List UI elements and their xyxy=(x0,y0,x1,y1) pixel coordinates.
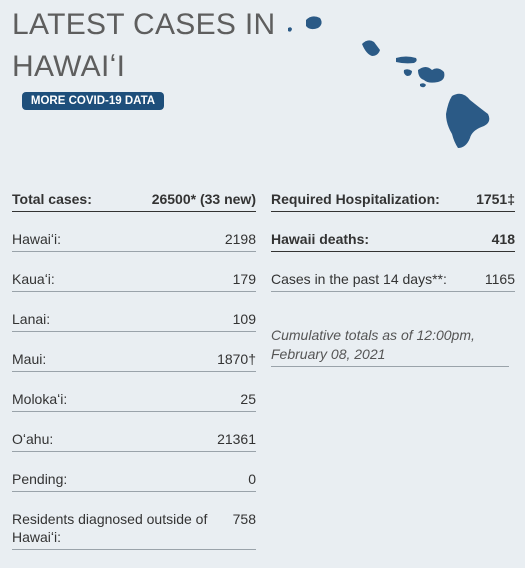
stat-value: 758 xyxy=(232,511,256,527)
stat-label: Hawaii deaths: xyxy=(271,231,370,247)
stat-label: Maui: xyxy=(12,351,47,367)
stat-value: 21361 xyxy=(217,431,256,447)
more-data-button[interactable]: MORE COVID-19 DATA xyxy=(22,92,164,110)
right-column: Required Hospitalization: 1751‡ Hawaii dea… xyxy=(271,190,515,367)
stat-value: 26500* (33 new) xyxy=(151,191,256,207)
stat-label: Required Hospitalization: xyxy=(271,191,440,207)
stat-row: Maui: 1870† xyxy=(12,350,256,372)
stat-value: 109 xyxy=(232,311,256,327)
stat-row: Cases in the past 14 days**: 1165 xyxy=(271,270,515,292)
stat-row: Residents diagnosed outside of Hawaiʻi: 7… xyxy=(12,510,256,550)
stat-value: 1870† xyxy=(217,351,256,367)
stat-label: Lanai: xyxy=(12,311,51,327)
stat-label: Cases in the past 14 days**: xyxy=(271,271,447,287)
title-line: HAWAIʻI xyxy=(12,50,126,83)
page: LATEST CASES IN HAWAIʻI MORE COVID-19 DA… xyxy=(12,8,515,550)
stat-label: Kauaʻi: xyxy=(12,271,55,287)
stat-row: Oʻahu: 21361 xyxy=(12,430,256,452)
stat-value: 1751‡ xyxy=(476,191,515,207)
stat-value: 25 xyxy=(240,391,256,407)
stat-label: Residents diagnosed outside of Hawaiʻi: xyxy=(12,511,208,545)
stat-value: 0 xyxy=(248,471,256,487)
stat-label: Oʻahu: xyxy=(12,431,54,447)
stat-row: Required Hospitalization: 1751‡ xyxy=(271,190,515,212)
left-column: Total cases: 26500* (33 new) Hawaiʻi: 2198 K… xyxy=(12,190,256,568)
stat-row: Molokaʻi: 25 xyxy=(12,390,256,412)
stat-row: Kauaʻi: 179 xyxy=(12,270,256,292)
stat-row: Pending: 0 xyxy=(12,470,256,492)
stat-row: Lanai: 109 xyxy=(12,310,256,332)
stat-row: Hawaiʻi: 2198 xyxy=(12,230,256,252)
stat-row: Total cases: 26500* (33 new) xyxy=(12,190,256,212)
title-line: LATEST CASES IN xyxy=(12,8,276,41)
stat-value: 418 xyxy=(491,231,515,247)
update-note: Cumulative totals as of 12:00pm, Februar… xyxy=(271,326,509,367)
stat-label: Molokaʻi: xyxy=(12,391,68,407)
stat-value: 179 xyxy=(232,271,256,287)
stat-row: Hawaii deaths: 418 xyxy=(271,230,515,252)
stat-label: Total cases: xyxy=(12,191,92,207)
hawaii-map xyxy=(288,16,490,148)
stat-value: 1165 xyxy=(484,271,515,287)
stat-label: Hawaiʻi: xyxy=(12,231,62,247)
stat-value: 2198 xyxy=(224,231,256,247)
stat-label: Pending: xyxy=(12,471,68,487)
